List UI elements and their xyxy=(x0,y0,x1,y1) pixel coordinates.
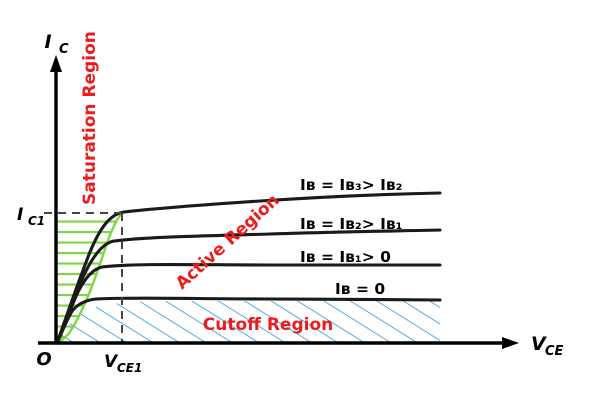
x-tick-label-vce1-sub: CE1 xyxy=(117,361,142,375)
y-axis-label-main: I xyxy=(44,31,51,53)
curve-label-ib3: Iʙ = Iʙ₃> Iʙ₂ xyxy=(300,176,402,194)
curve-label-ib2: Iʙ = Iʙ₂> Iʙ₁ xyxy=(300,215,402,233)
characteristic-curves xyxy=(55,191,442,345)
cutoff-region-fill xyxy=(56,301,440,343)
y-axis-label-sub: C xyxy=(59,42,69,57)
x-axis-label: V CE xyxy=(531,333,564,359)
curve-ib3 xyxy=(55,191,442,345)
y-tick-label-ic1-main: I xyxy=(17,205,23,225)
origin-label: O xyxy=(36,349,51,370)
x-axis-arrow xyxy=(502,337,519,349)
y-axis-arrow xyxy=(50,55,62,72)
curve-label-ib0: Iʙ = 0 xyxy=(335,280,385,298)
x-tick-label-vce1-main: V xyxy=(104,352,119,372)
y-tick-label-ic1: I C1 xyxy=(17,205,45,228)
y-tick-label-ic1-sub: C1 xyxy=(28,214,45,228)
x-tick-label-vce1: V CE1 xyxy=(104,352,142,375)
axes xyxy=(38,55,519,349)
curve-label-ib1: Iʙ = Iʙ₁> 0 xyxy=(300,248,391,266)
saturation-region-label: Saturation Region xyxy=(80,31,100,205)
x-axis-label-sub: CE xyxy=(545,344,564,359)
cutoff-region-label: Cutoff Region xyxy=(203,315,333,335)
x-axis-label-main: V xyxy=(531,333,547,355)
y-axis-label: I C xyxy=(44,31,69,57)
curve-ib2 xyxy=(55,228,442,345)
curve-ib1 xyxy=(55,262,442,345)
guide-lines xyxy=(44,212,123,343)
curve-ib0 xyxy=(55,296,442,345)
